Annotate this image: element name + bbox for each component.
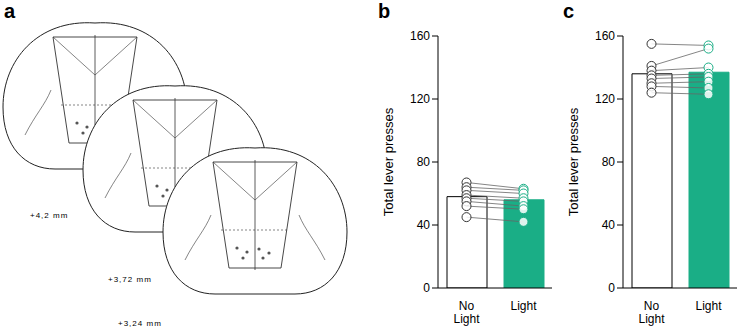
svg-text:0: 0 <box>423 281 430 295</box>
svg-text:40: 40 <box>602 218 616 232</box>
svg-text:40: 40 <box>417 218 431 232</box>
svg-text:80: 80 <box>417 155 431 169</box>
svg-text:Total lever presses: Total lever presses <box>566 107 581 216</box>
svg-text:+3,24 mm: +3,24 mm <box>118 319 162 328</box>
svg-text:NoLight: NoLight <box>453 299 480 326</box>
svg-text:160: 160 <box>410 29 430 43</box>
svg-text:+3,72 mm: +3,72 mm <box>108 275 152 284</box>
svg-text:120: 120 <box>410 92 430 106</box>
svg-text:120: 120 <box>595 92 615 106</box>
html-text:a: a <box>4 0 16 22</box>
svg-text:0: 0 <box>608 281 615 295</box>
svg-text:Light: Light <box>695 299 722 313</box>
html-text:b: b <box>378 0 391 22</box>
svg-text:+4,2 mm: +4,2 mm <box>30 211 68 220</box>
svg-text:NoLight: NoLight <box>638 299 665 326</box>
svg-text:160: 160 <box>595 29 615 43</box>
svg-text:Light: Light <box>510 299 537 313</box>
svg-text:Total lever presses: Total lever presses <box>381 107 396 216</box>
html-text:c: c <box>563 0 575 22</box>
svg-text:80: 80 <box>602 155 616 169</box>
